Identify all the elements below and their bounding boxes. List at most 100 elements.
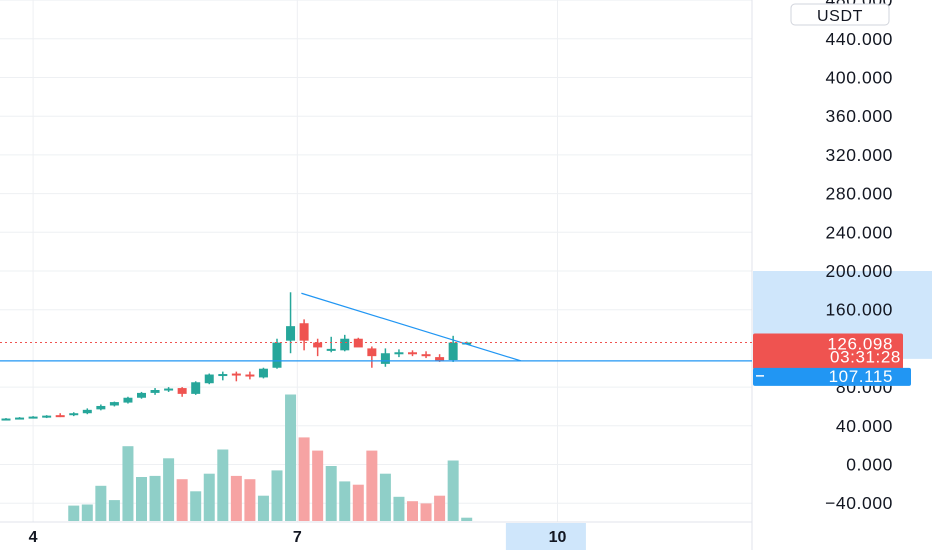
candle[interactable]: [109, 401, 119, 407]
candle-body: [164, 388, 174, 391]
candle-body: [109, 402, 119, 406]
candle[interactable]: [299, 319, 309, 351]
price-tick-label: 440.000: [826, 29, 893, 49]
candle[interactable]: [123, 396, 133, 404]
line-price-tag-bg: [753, 367, 911, 386]
price-tick-label: 400.000: [826, 68, 893, 88]
candle[interactable]: [164, 387, 174, 392]
price-tick-label: 360.000: [826, 106, 893, 126]
volume-bar: [407, 501, 418, 521]
volume-bar: [230, 475, 242, 521]
price-tick-label: 320.000: [826, 145, 893, 165]
volume-bar: [379, 473, 391, 521]
volume-bar: [298, 437, 310, 521]
currency-badge[interactable]: USDT: [790, 3, 890, 26]
candle[interactable]: [408, 350, 417, 357]
current-price-value: 126.098: [827, 335, 893, 354]
candle-body: [1, 418, 11, 421]
candle[interactable]: [245, 371, 255, 380]
time-axis[interactable]: 4 7 10: [29, 529, 567, 546]
candle[interactable]: [380, 348, 390, 367]
candle[interactable]: [42, 415, 52, 419]
price-axis[interactable]: 480.000440.000400.000360.000320.000280.0…: [790, 0, 893, 513]
candle-body: [123, 397, 133, 403]
candle[interactable]: [1, 418, 11, 421]
candle-body: [448, 342, 458, 361]
candle-body: [258, 368, 268, 378]
candle[interactable]: [177, 387, 187, 397]
trendline[interactable]: [301, 292, 522, 362]
volume-bar: [68, 505, 80, 521]
candle[interactable]: [82, 408, 92, 415]
candle[interactable]: [150, 388, 160, 395]
price-tick-label: 0.000: [846, 455, 893, 475]
candle-body: [231, 373, 241, 376]
volume-bar: [420, 503, 432, 521]
candle[interactable]: [353, 337, 363, 348]
candle[interactable]: [421, 351, 431, 359]
candle[interactable]: [326, 336, 336, 353]
volume-bar: [352, 484, 364, 521]
candles[interactable]: [1, 292, 472, 421]
volume-bar: [285, 394, 297, 521]
price-tick-label: 240.000: [826, 222, 893, 242]
volume-bar: [149, 475, 161, 521]
candle[interactable]: [258, 367, 268, 379]
candle[interactable]: [28, 416, 38, 419]
time-range-highlight: [505, 523, 586, 550]
time-tick-label: 10: [549, 529, 567, 546]
candle-body: [245, 374, 255, 377]
volume-bar: [81, 504, 93, 521]
candle[interactable]: [96, 404, 106, 411]
candle-body: [340, 338, 350, 351]
price-tick-label: 160.000: [826, 300, 893, 320]
price-tick-label: 200.000: [826, 261, 893, 281]
candle-body: [286, 326, 296, 341]
candle[interactable]: [218, 371, 228, 381]
volume-bar: [393, 496, 405, 521]
countdown-timer: 03:31:28: [830, 348, 901, 367]
candle[interactable]: [69, 412, 79, 417]
candle[interactable]: [394, 349, 404, 358]
volume-bar: [339, 481, 351, 521]
candle-body: [299, 323, 309, 341]
candle-body: [435, 357, 445, 361]
candle-body: [82, 409, 92, 414]
candle-body: [177, 388, 187, 394]
volume-bars: [68, 394, 473, 521]
candle[interactable]: [15, 417, 25, 420]
candle[interactable]: [231, 371, 241, 382]
candle[interactable]: [340, 334, 350, 352]
candle-body: [367, 348, 377, 357]
current-price-tag-bg: [753, 333, 903, 370]
time-tick-label: 7: [293, 529, 302, 546]
candle[interactable]: [204, 373, 214, 385]
volume-bar: [136, 477, 147, 521]
candle[interactable]: [272, 338, 282, 369]
volume-bar: [312, 450, 324, 521]
candle[interactable]: [367, 346, 377, 368]
price-tick-label: 280.000: [826, 184, 893, 204]
candle-body: [15, 417, 25, 420]
currency-label: USDT: [817, 8, 863, 25]
volume-bar: [257, 495, 269, 521]
price-tick-label: 40.000: [836, 416, 893, 436]
volume-bar: [325, 466, 337, 521]
candle[interactable]: [55, 413, 65, 418]
candle[interactable]: [191, 381, 201, 395]
candle[interactable]: [286, 292, 296, 354]
candle[interactable]: [313, 338, 323, 357]
drawing-lines[interactable]: [0, 292, 752, 362]
candle-body: [137, 392, 146, 398]
candle-body: [69, 413, 79, 416]
price-tick-label: −40.000: [825, 493, 893, 513]
volume-bar: [176, 479, 188, 521]
candle[interactable]: [137, 391, 146, 399]
candle-body: [313, 342, 323, 348]
candle-body: [42, 415, 52, 418]
candle-body: [394, 352, 404, 355]
volume-bar: [244, 479, 256, 521]
volume-bar: [447, 460, 459, 521]
candle-body: [272, 342, 282, 368]
